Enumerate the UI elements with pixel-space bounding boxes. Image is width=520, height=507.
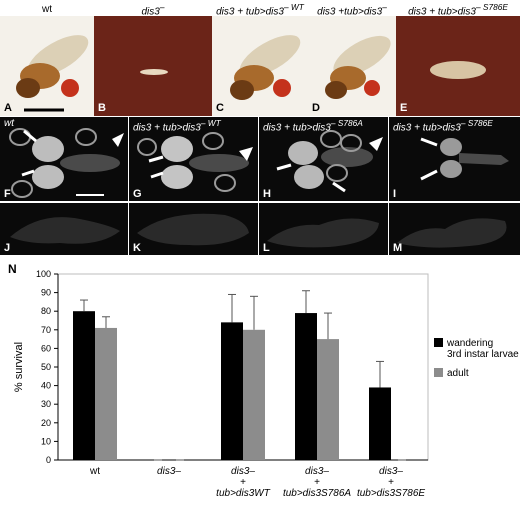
panel-label-d: D — [312, 102, 320, 114]
y-tick-label: 10 — [41, 436, 51, 446]
y-tick-label: 40 — [41, 381, 51, 391]
panel-label-n: N — [8, 262, 17, 276]
arrow-icon — [420, 137, 438, 147]
x-tick-label: tub>dis3S786E — [357, 488, 425, 499]
bar — [369, 387, 391, 460]
bar — [243, 329, 265, 460]
panel-g-rescue-wt-brain: dis3 + tub>dis3– WT G — [129, 117, 258, 201]
panel-b-dis3-larva: B — [94, 16, 212, 116]
x-tick-label: dis3– — [305, 466, 329, 477]
x-tick-label: + — [240, 477, 246, 488]
x-tick-label: dis3– — [157, 466, 181, 477]
bar — [295, 313, 317, 460]
header-dis3-s786e: dis3 + tub>dis3– S786E — [408, 2, 508, 18]
legend-label: wandering — [446, 338, 493, 349]
x-tick-label: dis3– — [379, 466, 403, 477]
x-tick-label: tub>dis3WT — [216, 488, 271, 499]
panel-label-k: K — [133, 242, 141, 254]
panel-i-title: dis3 + tub>dis3– S786E — [393, 118, 493, 134]
brain-image — [137, 132, 253, 192]
legend-swatch — [434, 368, 443, 377]
panel-label-e: E — [400, 102, 408, 114]
fly-image — [230, 35, 301, 100]
nuclei-image — [10, 217, 120, 244]
panel-label-l: L — [263, 242, 270, 254]
header-dis3-wt: dis3 + tub>dis3– WT — [216, 2, 304, 18]
y-tick-label: 70 — [41, 325, 51, 335]
panel-label-j: J — [4, 242, 11, 254]
arrowhead-icon — [369, 137, 383, 151]
header-dis3: dis3– — [141, 2, 165, 18]
panel-label-h: H — [263, 188, 271, 200]
y-tick-label: 100 — [36, 269, 51, 279]
panel-label-i: I — [393, 188, 397, 200]
panel-g-title: dis3 + tub>dis3– WT — [133, 118, 221, 134]
arrowhead-icon — [239, 147, 253, 161]
x-tick-label: + — [388, 477, 394, 488]
brain-image — [9, 128, 124, 198]
header-wt: wt — [42, 4, 52, 15]
y-tick-label: 20 — [41, 418, 51, 428]
panel-k-rescue-wt-nuclei: K — [129, 203, 258, 255]
y-tick-label: 0 — [46, 455, 51, 465]
survival-bar-chart: 0 10 20 30 40 50 60 70 80 90 100 % survival wt dis3– d… — [13, 269, 519, 499]
x-tick-label: wt — [89, 466, 100, 477]
arrow-icon — [148, 155, 164, 163]
panel-j-wt-nuclei: J — [0, 203, 128, 255]
x-tick-label: + — [314, 477, 320, 488]
arrow-icon — [21, 169, 35, 177]
y-tick-label: 90 — [41, 288, 51, 298]
panel-label-f: F — [4, 188, 11, 200]
panel-label-c: C — [216, 102, 224, 114]
panel-f-wt-larva-brain: wt F — [0, 117, 128, 201]
legend-label: adult — [447, 368, 469, 379]
y-tick-label: 60 — [41, 343, 51, 353]
nuclei-image — [267, 218, 379, 248]
arrow-icon — [23, 129, 37, 143]
bar — [317, 339, 339, 460]
y-tick-label: 80 — [41, 306, 51, 316]
panel-h-title: dis3 + tub>dis3– S786A — [263, 118, 363, 134]
arrow-icon — [276, 163, 292, 171]
x-tick-label: tub>dis3S786A — [283, 488, 351, 499]
legend-swatch — [434, 338, 443, 347]
panel-l-rescue-s786a-nuclei: L — [259, 203, 388, 255]
nuclei-image — [137, 213, 249, 246]
fly-image — [325, 35, 391, 99]
panel-d-rescue-s786a-fly: D — [308, 16, 396, 116]
brain-image — [420, 137, 509, 181]
arrow-icon — [332, 181, 346, 193]
bar — [221, 322, 243, 460]
panel-label-g: G — [133, 188, 142, 200]
panel-e-rescue-s786e-pupa: E — [396, 16, 520, 116]
panel-label-b: B — [98, 102, 106, 114]
panel-h-rescue-s786a-brain: dis3 + tub>dis3– S786A H — [259, 117, 388, 201]
x-tick-label: dis3– — [231, 466, 255, 477]
arrow-icon — [150, 171, 164, 179]
fly-image — [16, 35, 89, 112]
nuclei-image — [397, 218, 507, 248]
bar — [95, 327, 117, 460]
legend-label: 3rd instar larvae — [447, 349, 519, 360]
panel-a-wt-fly: A — [0, 16, 94, 116]
y-axis-label: % survival — [13, 342, 25, 392]
y-tick-label: 30 — [41, 399, 51, 409]
panel-f-title: wt — [4, 118, 14, 129]
panel-i-rescue-s786e-brain: dis3 + tub>dis3– S786E I — [389, 117, 520, 201]
larva-image — [140, 69, 168, 75]
panel-c-rescue-wt-fly: C — [212, 16, 308, 116]
panel-label-a: A — [4, 102, 12, 114]
arrow-icon — [420, 169, 438, 181]
bar — [73, 311, 95, 460]
y-tick-label: 50 — [41, 362, 51, 372]
arrowhead-icon — [112, 133, 124, 147]
pupa-image — [430, 61, 486, 79]
brain-image — [276, 130, 383, 193]
panel-m-rescue-s786e-nuclei: M — [389, 203, 520, 255]
panel-label-m: M — [393, 242, 403, 254]
